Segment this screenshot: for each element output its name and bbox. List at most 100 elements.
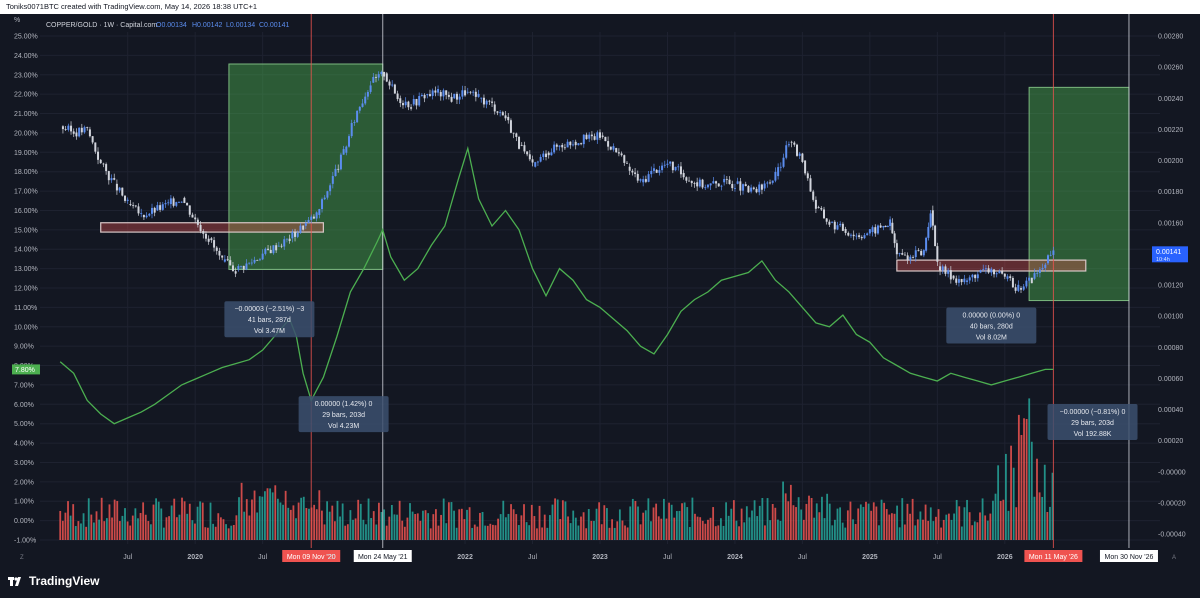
left-axis-tick: 5.00% [14, 421, 34, 428]
volume-bar [160, 508, 163, 540]
candle [399, 98, 402, 104]
volume-bar [105, 518, 108, 540]
volume-bar [699, 517, 702, 540]
volume-bar [416, 513, 419, 540]
measure-callout: 0.00000 (1.42%) 0 29 bars, 203d Vol 4.23M [298, 396, 389, 433]
candle [534, 162, 537, 167]
volume-bar [388, 516, 391, 540]
volume-bar [538, 505, 541, 540]
price-chart[interactable]: −0.00003 (−2.51%) −3 41 bars, 287d Vol 3.4… [0, 14, 1200, 566]
candle [858, 235, 861, 238]
candle [148, 213, 151, 216]
volume-bar [865, 501, 867, 540]
volume-bar [896, 505, 898, 540]
volume-bar [683, 502, 686, 540]
volume-bar [725, 502, 727, 540]
volume-bar [826, 493, 829, 540]
candle [121, 187, 124, 196]
candle [113, 178, 116, 180]
candle [769, 182, 772, 184]
volume-bar [403, 526, 406, 540]
left-axis-tick: 16.00% [14, 208, 38, 215]
candle [423, 94, 426, 99]
candle [250, 262, 253, 264]
volume-bar [525, 522, 528, 540]
volume-bar [644, 510, 647, 540]
candle [509, 120, 512, 133]
volume-bar [396, 514, 398, 540]
volume-bar [675, 511, 678, 540]
volume-bar [437, 525, 440, 540]
volume-bar [738, 526, 740, 540]
volume-bar [72, 504, 75, 540]
volume-bar [225, 524, 227, 540]
volume-bar [624, 525, 626, 540]
candle [914, 250, 917, 258]
volume-bar [839, 507, 841, 540]
volume-bar [976, 522, 979, 540]
volume-bar [528, 525, 531, 540]
candle [161, 204, 164, 210]
volume-bar [958, 506, 961, 540]
x-axis-marker-badge [1099, 550, 1158, 562]
candle [132, 205, 135, 206]
volume-bar [572, 510, 575, 540]
candle [186, 202, 189, 206]
volume-bar [875, 506, 878, 540]
candle [596, 132, 599, 140]
volume-bar [453, 510, 455, 540]
volume-bar [688, 527, 691, 540]
candle [688, 180, 691, 182]
candle [577, 143, 580, 146]
candle [304, 222, 307, 226]
candle [102, 163, 105, 165]
candle [677, 166, 680, 168]
volume-bar [691, 497, 694, 540]
right-axis-tick: 0.00260 [1158, 65, 1183, 72]
candle [809, 178, 812, 192]
volume-bar [308, 508, 310, 540]
candle [99, 159, 102, 164]
volume-bar [1025, 418, 1028, 540]
candle [820, 208, 823, 210]
candle [199, 224, 202, 232]
candle [682, 172, 685, 178]
volume-bar [450, 502, 453, 540]
volume-bar [613, 527, 616, 540]
volume-bar [230, 525, 233, 540]
volume-bar [1017, 414, 1020, 540]
volume-bar [800, 509, 803, 540]
candle [472, 91, 475, 93]
volume-bar [756, 516, 759, 540]
volume-bar [323, 524, 326, 540]
candle [990, 268, 993, 273]
right-current-label: 0.00141 [1156, 249, 1181, 256]
candle [323, 197, 326, 200]
measure-label: 0.00000 (1.42%) 0 [315, 401, 373, 408]
volume-bar [447, 502, 450, 540]
x-axis-tick: 2025 [862, 554, 878, 561]
measure-callout: −0.00003 (−2.51%) −3 41 bars, 287d Vol 3.4… [224, 301, 315, 338]
candle [903, 254, 906, 256]
left-axis-tick: 7.00% [14, 382, 34, 389]
candle [625, 162, 628, 164]
candle [836, 225, 839, 230]
volume-bar [808, 495, 810, 540]
candle [755, 188, 758, 193]
candle [1049, 254, 1052, 256]
volume-bar [720, 518, 722, 540]
volume-bar [1046, 511, 1049, 540]
candle [466, 91, 469, 93]
candle [461, 90, 464, 97]
volume-bar [186, 513, 189, 540]
candle [744, 184, 747, 187]
volume-bar [232, 524, 235, 540]
volume-bar [227, 528, 230, 540]
tradingview-logo[interactable]: TradingView [8, 574, 99, 588]
volume-bar [745, 506, 748, 540]
candle [531, 159, 534, 163]
volume-bar [67, 501, 69, 540]
volume-bar [973, 521, 976, 540]
volume-bar [634, 500, 637, 540]
right-axis-tick: 0.00080 [1158, 345, 1183, 352]
